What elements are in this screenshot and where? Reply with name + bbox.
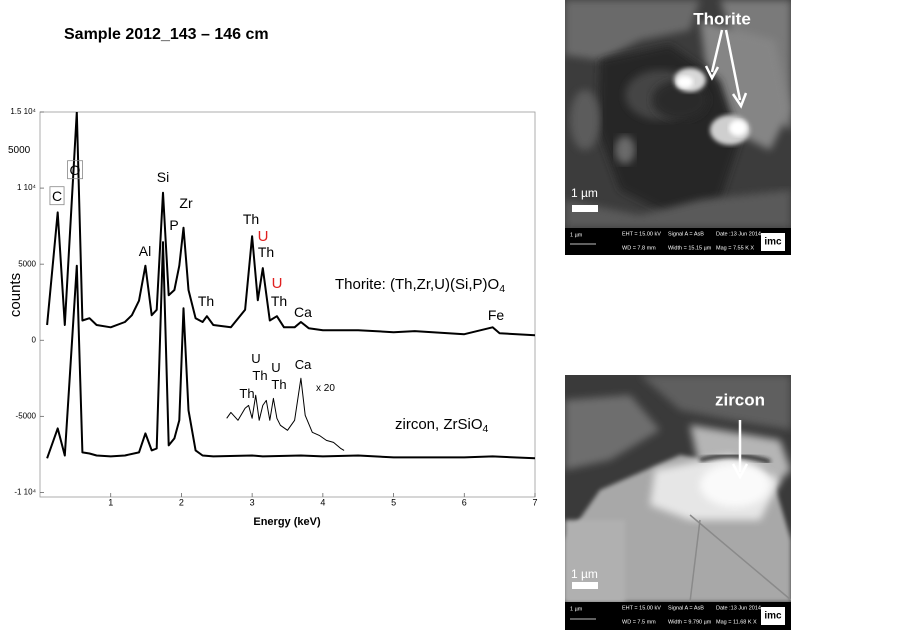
peak-label: Th xyxy=(252,368,267,383)
x-tick-label: 6 xyxy=(462,497,467,507)
info-text: Width = 15.15 µm xyxy=(668,245,712,251)
peak-label: U xyxy=(271,360,280,375)
info-text: Mag = 7.55 K X xyxy=(716,245,754,251)
image-label: zircon xyxy=(715,390,765,409)
plot-frame xyxy=(39,111,536,498)
peak-label: zircon, ZrSiO4 xyxy=(395,416,489,435)
x-tick-label: 3 xyxy=(250,497,255,507)
chart-title: Sample 2012_143 – 146 cm xyxy=(64,26,269,43)
annotation-text: U xyxy=(272,275,283,292)
y-tick-label: 1.5 10⁴ xyxy=(10,107,36,116)
info-text: EHT = 15.00 kV xyxy=(622,605,661,611)
annotation-text: Th xyxy=(239,386,254,401)
annotation-text: C xyxy=(52,188,62,204)
annotation-text: U xyxy=(251,351,260,366)
info-text: 1 µm xyxy=(570,606,583,612)
annotation-text: Si xyxy=(157,169,169,185)
y-tick-label: -1 10⁴ xyxy=(14,488,36,497)
peak-label: U xyxy=(272,275,283,292)
x-tick-label: 5 xyxy=(391,497,396,507)
annotation-text: U xyxy=(271,360,280,375)
peak-label: Th xyxy=(258,244,274,260)
peak-label: Th xyxy=(271,377,286,392)
peak-label: Th xyxy=(198,293,214,309)
peak-label: C xyxy=(52,188,62,204)
info-text: Signal A = AsB xyxy=(668,605,704,611)
scale-label: 1 µm xyxy=(571,567,598,581)
peak-label: Ca xyxy=(295,357,312,372)
annotation-text: Th xyxy=(252,368,267,383)
annotation-text: O xyxy=(70,162,81,178)
info-text: WD = 7.8 mm xyxy=(622,245,656,251)
annotation-text: Th xyxy=(271,293,287,309)
info-text: Width = 9.790 µm xyxy=(668,619,712,625)
spectrum-line xyxy=(46,241,535,460)
annotation-text: Zr xyxy=(179,195,193,211)
annotation-text: P xyxy=(169,217,178,233)
x-axis-label: Energy (keV) xyxy=(253,516,321,528)
annotation-subscript: 4 xyxy=(499,283,505,295)
x-tick-label: 2 xyxy=(179,497,184,507)
info-text: Signal A = AsB xyxy=(668,231,704,237)
annotation-text: Th xyxy=(258,244,274,260)
peak-label: Th xyxy=(271,293,287,309)
annotation-text: Th xyxy=(271,377,286,392)
x-tick-label: 7 xyxy=(532,497,537,507)
info-text: 1 µm xyxy=(570,232,583,238)
info-text: Mag = 11.68 K X xyxy=(716,619,757,625)
annotation-text: Fe xyxy=(488,307,505,323)
x-tick-label: 1 xyxy=(108,497,113,507)
sem-image: imc xyxy=(565,375,791,630)
peak-label: Thorite: (Th,Zr,U)(Si,P)O4 xyxy=(335,276,505,295)
annotation-text: Ca xyxy=(295,357,312,372)
annotation-text: Th xyxy=(243,211,259,227)
annotation-text: Th xyxy=(198,293,214,309)
annotation-text: Ca xyxy=(294,304,312,320)
sem-image: imc xyxy=(565,0,791,255)
peak-label: Fe xyxy=(488,307,505,323)
image-label: Thorite xyxy=(693,9,751,28)
spectrum-line xyxy=(226,377,345,451)
peak-label: O xyxy=(70,162,81,178)
label-box xyxy=(67,160,83,180)
spectrum-line xyxy=(46,112,535,337)
peak-label: x 20 xyxy=(316,383,335,394)
y-tick-label: 0 xyxy=(32,335,37,344)
peak-label: U xyxy=(258,228,269,245)
scale-label: 1 µm xyxy=(571,186,598,200)
info-text: EHT = 15.00 kV xyxy=(622,231,661,237)
y-tick-label: -5000 xyxy=(16,411,37,420)
svg-text:imc: imc xyxy=(764,237,782,248)
annotation-text: U xyxy=(258,228,269,245)
annotation-text: zircon, ZrSiO xyxy=(395,416,483,433)
info-text: Date :13 Jun 2014 xyxy=(716,605,761,611)
annotation-text: x 20 xyxy=(316,383,335,394)
peak-label: 5000 xyxy=(8,145,31,156)
y-tick-label: 5000 xyxy=(18,259,36,268)
annotation-subscript: 4 xyxy=(483,423,489,435)
peak-label: Zr xyxy=(179,195,193,211)
peak-label: Si xyxy=(157,169,169,185)
annotation-text: Al xyxy=(139,243,151,259)
annotation-text: Thorite: (Th,Zr,U)(Si,P)O xyxy=(335,276,499,293)
peak-label: Al xyxy=(139,243,151,259)
peak-label: U xyxy=(251,351,260,366)
peak-label: P xyxy=(169,217,178,233)
x-tick-label: 4 xyxy=(320,497,325,507)
peak-label: Ca xyxy=(294,304,312,320)
annotation-text: 5000 xyxy=(8,145,31,156)
peak-label: Th xyxy=(239,386,254,401)
y-tick-label: 1 10⁴ xyxy=(17,183,37,192)
label-box xyxy=(49,186,65,206)
info-text: WD = 7.5 mm xyxy=(622,619,656,625)
svg-text:imc: imc xyxy=(764,611,782,622)
info-text: Date :13 Jun 2014 xyxy=(716,231,761,237)
peak-label: Th xyxy=(243,211,259,227)
y-axis-label: counts xyxy=(7,273,24,317)
